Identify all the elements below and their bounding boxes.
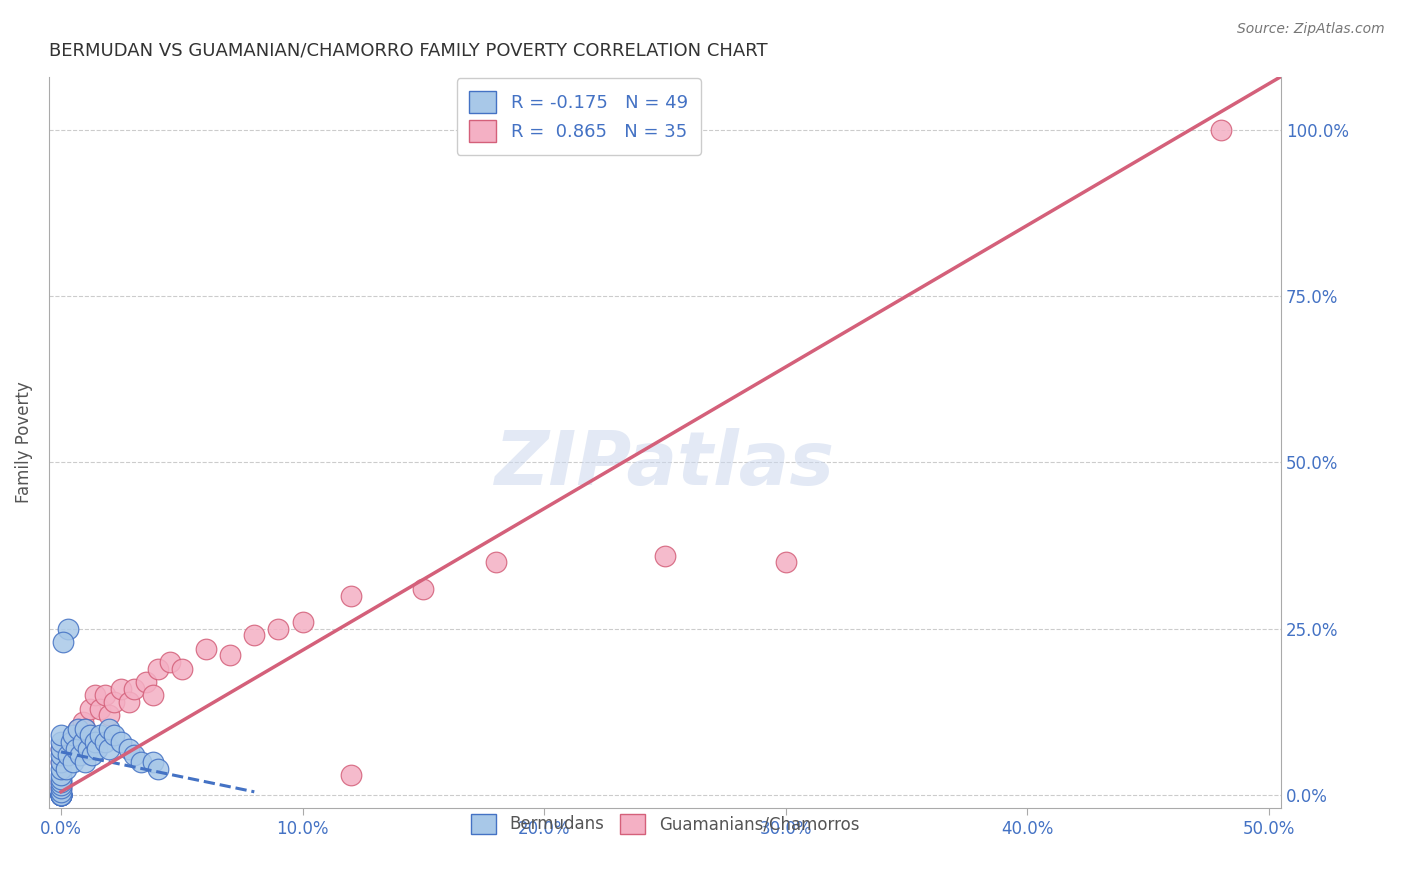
Point — [49, 748, 72, 763]
Legend: Bermudans, Guamanians/Chamorros: Bermudans, Guamanians/Chamorros — [461, 804, 869, 844]
Point — [75, 722, 97, 736]
Point — [52, 635, 75, 649]
Point — [49, 781, 72, 796]
Point — [49, 768, 72, 782]
Point — [49, 772, 72, 786]
Point — [340, 589, 363, 603]
Point — [49, 788, 72, 802]
Point — [98, 741, 121, 756]
Point — [267, 622, 290, 636]
Point — [58, 622, 80, 636]
Point — [103, 695, 125, 709]
Point — [49, 728, 72, 742]
Point — [103, 728, 125, 742]
Point — [775, 555, 797, 569]
Y-axis label: Family Poverty: Family Poverty — [15, 382, 32, 503]
Point — [86, 741, 108, 756]
Point — [83, 735, 105, 749]
Point — [122, 681, 145, 696]
Point — [49, 788, 72, 802]
Point — [93, 689, 115, 703]
Point — [49, 741, 72, 756]
Point — [291, 615, 314, 629]
Point — [49, 774, 72, 789]
Point — [1209, 123, 1232, 137]
Point — [69, 748, 91, 763]
Point — [49, 781, 72, 796]
Point — [485, 555, 508, 569]
Point — [75, 722, 97, 736]
Point — [110, 735, 132, 749]
Point — [93, 735, 115, 749]
Point — [49, 788, 72, 802]
Point — [98, 708, 121, 723]
Point — [79, 701, 101, 715]
Point — [49, 778, 72, 792]
Point — [195, 641, 218, 656]
Point — [49, 785, 72, 799]
Point — [62, 728, 84, 742]
Point — [142, 689, 165, 703]
Point — [654, 549, 676, 563]
Point — [129, 755, 152, 769]
Point — [122, 748, 145, 763]
Point — [66, 722, 89, 736]
Point — [83, 689, 105, 703]
Point — [49, 788, 72, 802]
Point — [66, 722, 89, 736]
Point — [89, 701, 111, 715]
Text: ZIPatlas: ZIPatlas — [495, 428, 835, 501]
Text: Source: ZipAtlas.com: Source: ZipAtlas.com — [1237, 22, 1385, 37]
Point — [76, 741, 98, 756]
Point — [72, 735, 94, 749]
Point — [82, 748, 104, 763]
Point — [49, 741, 72, 756]
Point — [79, 728, 101, 742]
Point — [219, 648, 242, 663]
Point — [58, 748, 80, 763]
Point — [62, 755, 84, 769]
Point — [146, 662, 169, 676]
Point — [49, 788, 72, 802]
Point — [49, 788, 72, 802]
Point — [49, 735, 72, 749]
Point — [146, 762, 169, 776]
Point — [75, 755, 97, 769]
Point — [170, 662, 193, 676]
Point — [65, 741, 87, 756]
Point — [243, 628, 266, 642]
Point — [49, 788, 72, 802]
Point — [118, 695, 141, 709]
Point — [340, 768, 363, 782]
Text: BERMUDAN VS GUAMANIAN/CHAMORRO FAMILY POVERTY CORRELATION CHART: BERMUDAN VS GUAMANIAN/CHAMORRO FAMILY PO… — [49, 42, 768, 60]
Point — [49, 755, 72, 769]
Point — [89, 728, 111, 742]
Point — [49, 774, 72, 789]
Point — [49, 755, 72, 769]
Point — [49, 762, 72, 776]
Point — [412, 582, 434, 596]
Point — [118, 741, 141, 756]
Point — [55, 762, 77, 776]
Point — [49, 788, 72, 802]
Point — [49, 788, 72, 802]
Point — [59, 735, 82, 749]
Point — [72, 714, 94, 729]
Point — [110, 681, 132, 696]
Point — [135, 675, 157, 690]
Point — [62, 735, 84, 749]
Point — [142, 755, 165, 769]
Point — [159, 655, 181, 669]
Point — [98, 722, 121, 736]
